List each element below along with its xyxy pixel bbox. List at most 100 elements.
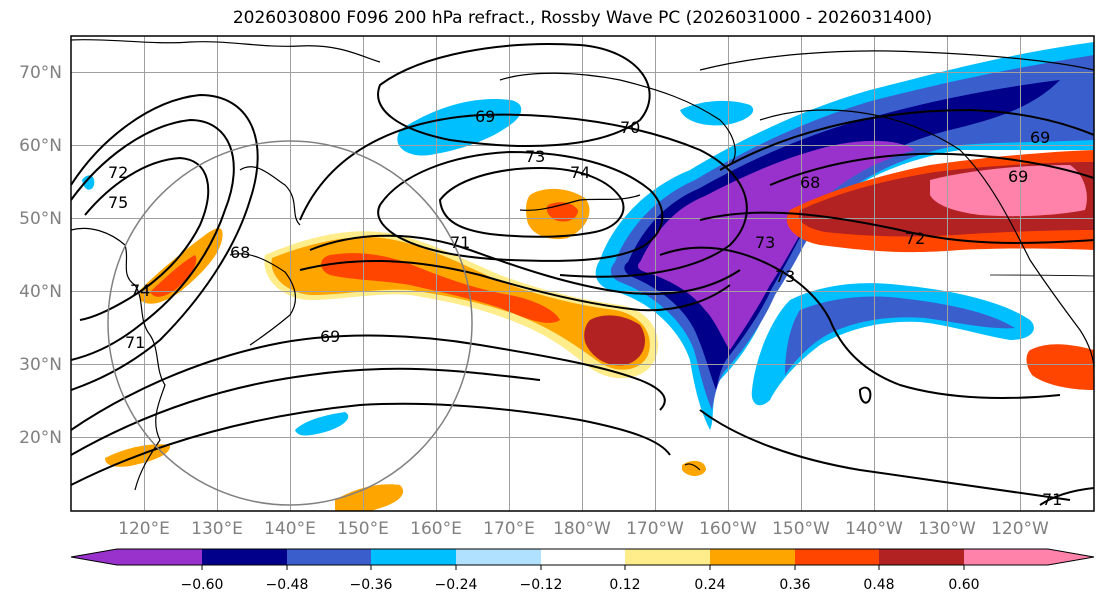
lon-label: 120°E (118, 519, 170, 539)
negative-region-southeast-inner (785, 296, 1015, 375)
contour-label: 72 (905, 229, 925, 248)
colorbar: −0.60 −0.48 −0.36 −0.24 −0.12 0.12 0.24 … (70, 548, 1095, 593)
border-us-canada (989, 274, 1094, 277)
coast-hawaii (684, 463, 701, 471)
coast-na-west (759, 109, 1094, 371)
contour-72-east (699, 211, 1094, 244)
lon-label: 130°W (918, 519, 976, 539)
colorbar-ticks (201, 565, 965, 570)
lon-label: 140°E (264, 519, 316, 539)
contour-label: 68 (230, 243, 250, 262)
contour-72-west (71, 118, 235, 361)
contour-71-west (71, 93, 259, 391)
colorbar-tick-label: −0.60 (181, 577, 224, 593)
contour-73-east (659, 246, 1061, 399)
contour-label: 71 (1042, 490, 1062, 509)
colorbar-swatch (541, 549, 625, 565)
lon-label: 120°W (991, 519, 1049, 539)
contour-label: 73 (755, 233, 775, 252)
colorbar-tick-label: −0.24 (435, 577, 478, 593)
contour-small-loop (858, 386, 872, 404)
colorbar-extend-min (71, 549, 117, 565)
colorbar-swatch (625, 549, 710, 565)
graticule (71, 36, 1094, 511)
colorbar-swatch (202, 549, 287, 565)
positive-region-japan-red (150, 255, 197, 297)
positive-region-hawaii (682, 460, 706, 476)
contour-label: 69 (475, 107, 495, 126)
contour-70-bering (299, 113, 748, 278)
lon-label: 130°E (191, 519, 243, 539)
colorbar-tick-label: 0.60 (948, 577, 979, 593)
contour-label: 69 (1030, 128, 1050, 147)
contour-71-mid (309, 234, 741, 295)
coast-canada-north (699, 50, 1094, 71)
lon-label: 150°E (337, 519, 389, 539)
positive-region-pacific-red (321, 253, 560, 323)
lat-label: 70°N (19, 63, 62, 83)
contour-75-west (79, 156, 210, 321)
positive-region-mexico (1026, 344, 1094, 390)
colorbar-outline (70, 548, 1095, 566)
colorbar-extend-max (964, 549, 1094, 565)
colorbar-tick-label: 0.24 (694, 577, 725, 593)
coast-alaska (499, 72, 736, 166)
colorbar-tick-label: 0.48 (863, 577, 894, 593)
coast-asia-north (71, 39, 381, 63)
region-circle (107, 140, 473, 506)
positive-region-na-pink (930, 165, 1087, 217)
longitude-labels: 120°E 130°E 140°E 150°E 160°E 170°E 180°… (118, 519, 1049, 539)
lat-label: 40°N (19, 282, 62, 302)
contour-label-group: 72 75 71 68 74 69 73 70 73 74 71 69 73 6… (108, 107, 1062, 509)
contour-low-bering-outer (377, 43, 651, 147)
map-frame (70, 35, 1095, 512)
negative-patch-west (82, 175, 95, 190)
colorbar-swatch (117, 549, 202, 565)
contour-label: 71 (450, 233, 470, 252)
colorbar-tick-label: −0.12 (520, 577, 563, 593)
contour-label: 69 (1008, 167, 1028, 186)
contour-71-south (699, 409, 1071, 501)
colorbar-tick-label: −0.48 (266, 577, 309, 593)
contour-label: 75 (108, 193, 128, 212)
contour-68-east (769, 152, 1094, 186)
colorbar-swatch (287, 549, 371, 565)
contour-label: 73 (775, 267, 795, 286)
contour-label: 68 (800, 173, 820, 192)
lat-label: 30°N (19, 355, 62, 375)
contours (71, 43, 1094, 506)
latitude-labels: 70°N 60°N 50°N 40°N 30°N 20°N (19, 63, 62, 448)
contour-label: 74 (130, 281, 150, 300)
colorbar-tick-label: 0.12 (609, 577, 640, 593)
colorbar-swatch (371, 549, 456, 565)
lat-label: 50°N (19, 209, 62, 229)
lon-label: 140°W (845, 519, 903, 539)
lon-label: 180°W (553, 519, 611, 539)
lat-label: 20°N (19, 428, 62, 448)
coast-aleutians (519, 194, 641, 211)
contour-69-east (719, 108, 1094, 171)
contour-68-main (71, 402, 671, 486)
lon-label: 150°W (772, 519, 830, 539)
contour-71-se (1039, 487, 1094, 506)
coast-kamchatka (239, 166, 301, 226)
colorbar-tick-label: 0.36 (779, 577, 810, 593)
contour-label: 70 (620, 118, 640, 137)
contour-69-main (71, 334, 666, 431)
colorbar-swatch (456, 549, 541, 565)
positive-region-south-patch (335, 484, 404, 511)
contour-72-mid (299, 259, 731, 312)
negative-region-alaska (397, 99, 522, 156)
contour-label: 74 (570, 163, 590, 182)
contour-label: 69 (320, 327, 340, 346)
lon-label: 160°W (699, 519, 757, 539)
lon-label: 170°W (626, 519, 684, 539)
contour-label: 72 (108, 163, 128, 182)
contour-label: 71 (125, 333, 145, 352)
negative-patch-pacific-south (295, 412, 349, 436)
contour-74-bering (438, 166, 625, 238)
positive-region-pacific-darkred (584, 315, 645, 366)
colorbar-swatch (795, 549, 879, 565)
colorbar-swatch (879, 549, 964, 565)
